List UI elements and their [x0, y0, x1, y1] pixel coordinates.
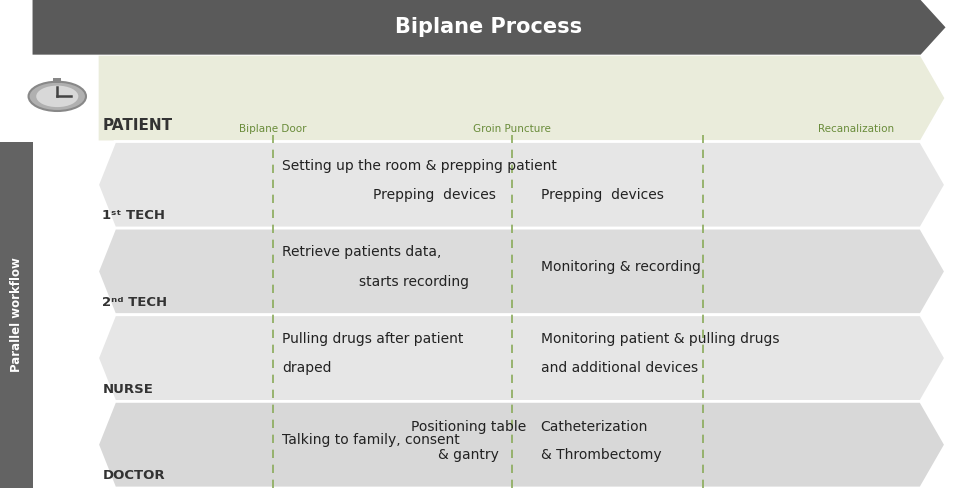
- Polygon shape: [98, 228, 946, 315]
- Polygon shape: [98, 315, 946, 401]
- Text: PATIENT: PATIENT: [102, 118, 172, 133]
- Text: Setting up the room & prepping patient: Setting up the room & prepping patient: [282, 159, 557, 173]
- Text: 2ⁿᵈ TECH: 2ⁿᵈ TECH: [102, 296, 167, 309]
- Text: & Thrombectomy: & Thrombectomy: [541, 448, 661, 462]
- Text: and additional devices: and additional devices: [541, 362, 698, 375]
- Text: Recanalization: Recanalization: [818, 124, 895, 134]
- Text: Prepping  devices: Prepping devices: [541, 188, 663, 202]
- Text: NURSE: NURSE: [102, 383, 153, 395]
- Polygon shape: [33, 0, 946, 55]
- Text: Prepping  devices: Prepping devices: [373, 188, 496, 202]
- Text: & gantry: & gantry: [438, 448, 500, 462]
- Text: Biplane Door: Biplane Door: [239, 124, 306, 134]
- Text: Pulling drugs after patient: Pulling drugs after patient: [282, 332, 464, 346]
- Text: Parallel workflow: Parallel workflow: [10, 257, 23, 372]
- Text: Catheterization: Catheterization: [541, 420, 648, 434]
- Text: 1ˢᵗ TECH: 1ˢᵗ TECH: [102, 209, 166, 222]
- Circle shape: [36, 85, 78, 107]
- Bar: [54, 78, 61, 82]
- Text: Monitoring & recording: Monitoring & recording: [541, 260, 701, 274]
- Polygon shape: [98, 401, 946, 488]
- Text: Groin Puncture: Groin Puncture: [473, 124, 551, 134]
- Text: DOCTOR: DOCTOR: [102, 469, 165, 482]
- Text: Monitoring patient & pulling drugs: Monitoring patient & pulling drugs: [541, 332, 779, 346]
- Polygon shape: [98, 142, 946, 228]
- Text: Retrieve patients data,: Retrieve patients data,: [282, 245, 442, 260]
- Polygon shape: [98, 55, 946, 142]
- Text: Biplane Process: Biplane Process: [394, 18, 582, 37]
- Circle shape: [29, 81, 86, 111]
- Text: Positioning table: Positioning table: [412, 420, 526, 434]
- Text: Talking to family, consent: Talking to family, consent: [282, 433, 460, 447]
- Polygon shape: [0, 142, 33, 488]
- Text: draped: draped: [282, 362, 332, 375]
- Text: starts recording: starts recording: [359, 275, 469, 289]
